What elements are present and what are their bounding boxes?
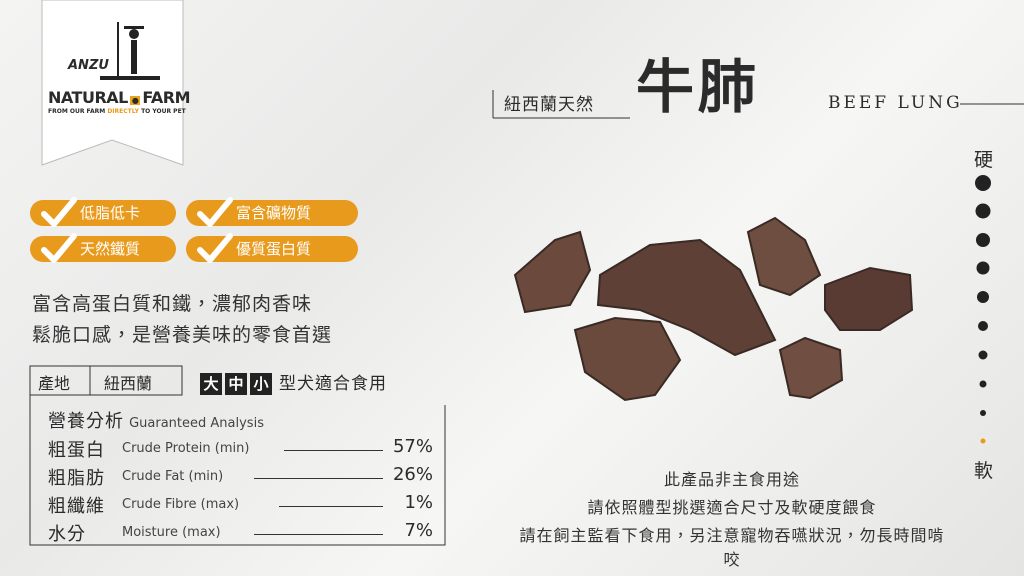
badge-text: 富含礦物質 (236, 204, 312, 222)
note: 此產品非主食用途 (663, 470, 800, 489)
farmer-icon (100, 22, 160, 80)
nutrition-title: 營養分析 Guaranteed Analysis (48, 407, 264, 433)
title: 牛肺 (636, 53, 761, 121)
nutrient-value: 1% (404, 492, 433, 513)
nutrition-row: 水分 Moisture (max) 7% (48, 520, 433, 546)
logo-mark: ● (129, 96, 141, 105)
nutrient-en: Crude Fibre (max) (122, 497, 240, 512)
nutrient-value: 26% (392, 464, 433, 485)
leader-line (254, 478, 383, 479)
leader-line (254, 534, 383, 535)
logo-tagline: FROM OUR FARM DIRECTLY TO YOUR PET (48, 108, 186, 115)
nutrient-en: Crude Fat (min) (122, 469, 224, 484)
badge: 天然鐵質 (30, 233, 176, 263)
note: 請依照體型挑選適合尺寸及軟硬度餵食 (587, 498, 877, 517)
hardness-dots (975, 175, 991, 444)
subtitle: BEEF LUNG (828, 93, 963, 113)
tagline: FROM OUR FARM (48, 108, 106, 115)
size-chip: 中 (225, 373, 247, 395)
tagline: TO YOUR PET (141, 108, 186, 115)
nutrition-title-en: Guaranteed Analysis (129, 416, 264, 431)
badge: 低脂低卡 (30, 197, 176, 227)
badge-text: 天然鐵質 (80, 240, 141, 258)
nutrient-zh: 粗纖維 (48, 496, 105, 517)
sizes: 大中小型犬適合食用 (200, 369, 387, 395)
check-icon (197, 233, 233, 263)
nutrient-value: 7% (404, 520, 433, 541)
origin-tag: 紐西蘭天然 (504, 95, 594, 115)
badge: 富含礦物質 (186, 197, 358, 227)
nutrient-value: 57% (392, 436, 433, 457)
nutrient-en: Moisture (max) (122, 525, 221, 540)
tagline: DIRECTLY (107, 108, 139, 115)
check-icon (41, 197, 77, 227)
origin-box (29, 365, 183, 396)
size-text: 型犬適合食用 (279, 374, 387, 394)
nutrition-box (29, 395, 446, 546)
logo-text: NATURAL (48, 88, 128, 107)
nutrient-en: Crude Protein (min) (122, 441, 250, 456)
nutrition-title-zh: 營養分析 (48, 411, 124, 432)
logo-pennant (41, 0, 184, 166)
badge-text: 優質蛋白質 (236, 240, 312, 258)
nutrient-zh: 水分 (48, 524, 86, 545)
badge-text: 低脂低卡 (80, 204, 141, 222)
hardness-hard: 硬 (974, 149, 994, 171)
description: 富含高蛋白質和鐵，濃郁肉香味 (32, 293, 313, 315)
check-icon (41, 233, 77, 263)
logo-text: FARM (142, 88, 191, 107)
leader-line (279, 506, 383, 507)
nutrition-row: 粗脂肪 Crude Fat (min) 26% (48, 464, 433, 490)
nutrient-zh: 粗脂肪 (48, 468, 105, 489)
size-chip: 大 (200, 373, 222, 395)
product-photo (513, 216, 914, 402)
check-icon (197, 197, 233, 227)
badge: 優質蛋白質 (186, 233, 358, 263)
nutrition-row: 粗蛋白 Crude Protein (min) 57% (48, 436, 433, 462)
logo-brand: NATURAL ● FARM (48, 88, 191, 107)
note: 請在飼主監看下食用，另注意寵物吞嚥狀況，勿長時間啃咬 (519, 526, 945, 569)
leader-line (284, 450, 383, 451)
nutrition-row: 粗纖維 Crude Fibre (max) 1% (48, 492, 433, 518)
hardness-soft: 軟 (974, 460, 994, 482)
origin-label: 產地 (38, 374, 71, 393)
logo-mark-text: ANZU (68, 58, 109, 73)
size-chip: 小 (250, 373, 272, 395)
origin-value: 紐西蘭 (104, 374, 153, 393)
nutrient-zh: 粗蛋白 (48, 440, 105, 461)
description: 鬆脆口感，是營養美味的零食首選 (32, 324, 333, 346)
